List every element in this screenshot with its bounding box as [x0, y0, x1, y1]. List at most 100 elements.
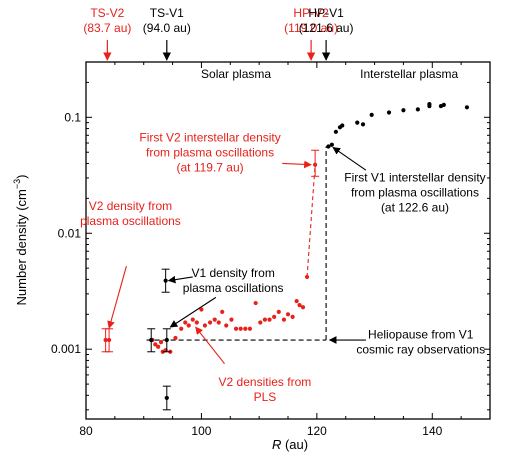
- annotation-line: First V2 interstellar density: [139, 130, 280, 144]
- data-point: [153, 342, 158, 347]
- data-point: [216, 320, 221, 325]
- data-point: [103, 337, 108, 343]
- annotation-line: plasma oscillations: [80, 214, 181, 228]
- annotation-line: (at 119.7 au): [177, 160, 244, 174]
- x-tick-label: 120: [307, 424, 327, 438]
- data-point: [186, 323, 191, 328]
- data-point: [156, 344, 161, 349]
- data-point: [333, 129, 339, 134]
- data-point: [355, 120, 360, 125]
- annotation-arrow: [332, 146, 367, 171]
- data-point: [304, 274, 310, 280]
- data-point: [258, 320, 263, 325]
- data-point: [300, 305, 306, 310]
- data-point: [243, 326, 248, 331]
- x-axis-label: R (au): [272, 437, 308, 452]
- annotation-text: V2 densities from PLS: [219, 375, 312, 404]
- data-point: [313, 162, 318, 167]
- annotation-line: V2 densities from: [219, 375, 312, 389]
- boundary-name: HP-V2: [293, 6, 329, 20]
- y-tick-label: 0.001: [51, 342, 81, 356]
- y-tick-label: 0.01: [58, 226, 82, 240]
- data-point: [164, 395, 169, 401]
- data-point: [190, 317, 195, 322]
- plot-frame: [85, 61, 491, 420]
- annotation-arrow: [167, 275, 193, 284]
- data-point: [329, 142, 334, 147]
- annotation-text: First V1 interstellar density from plasma…: [344, 170, 485, 214]
- region-label: Interstellar plasma: [360, 67, 458, 81]
- data-point: [229, 317, 234, 322]
- data-point: [340, 123, 345, 128]
- annotation-line: (at 122.6 au): [381, 200, 449, 214]
- data-point: [276, 309, 281, 314]
- data-point: [106, 337, 112, 343]
- data-point: [163, 278, 168, 283]
- annotation-line: from plasma oscillations: [351, 185, 479, 199]
- annotation-line: plasma oscillations: [183, 281, 284, 295]
- v2-jump-dashed-line: [306, 164, 316, 277]
- y-tick-label: 0.1: [64, 110, 81, 124]
- data-point: [285, 312, 291, 317]
- annotation-text: Heliopause from V1 cosmic ray observation…: [356, 327, 485, 356]
- y-axis-label: Number density (cm−3): [12, 175, 29, 306]
- data-point: [207, 320, 213, 325]
- chart-labels: 80 100 120 140 0.001 0.01 0.1 Solar plasma Inter…: [51, 6, 486, 438]
- annotation-text: V2 density from plasma oscillations: [80, 199, 181, 228]
- boundary-value: (121.6 au): [299, 21, 354, 35]
- chart-marks: [101, 40, 470, 411]
- boundary-value: (94.0 au): [143, 21, 191, 35]
- boundary-value: (119.0 au): [284, 21, 338, 35]
- x-tick-label: 140: [422, 424, 442, 438]
- y-axis-label-text: Number density (cm: [14, 189, 29, 305]
- y-axis-label-exponent: −3: [12, 179, 22, 189]
- data-point: [212, 317, 217, 322]
- data-point: [262, 317, 268, 322]
- data-point: [267, 317, 272, 322]
- boundary-value: (83.7 au): [83, 21, 131, 35]
- boundary-name: TS-V1: [150, 6, 184, 20]
- data-point: [441, 102, 446, 107]
- annotation-arrow: [107, 266, 127, 329]
- data-point: [297, 303, 302, 308]
- data-point: [149, 337, 154, 343]
- y-axis-label-close: ): [14, 175, 29, 179]
- annotation-line: First V1 interstellar density: [344, 170, 485, 184]
- data-point: [183, 320, 188, 325]
- data-point: [220, 309, 225, 314]
- data-point: [158, 340, 164, 345]
- boundary-name: TS-V2: [90, 6, 124, 20]
- data-point: [401, 108, 406, 113]
- data-point: [233, 326, 239, 331]
- annotation-arrow: [195, 326, 225, 365]
- annotation-line: Heliopause from V1: [368, 327, 474, 341]
- annotation-line: from plasma oscillations: [146, 145, 274, 159]
- data-point: [290, 314, 295, 319]
- data-point: [238, 326, 243, 331]
- data-point: [281, 317, 287, 322]
- annotation-arrow: [282, 160, 312, 169]
- annotation-line: V1 density from: [191, 266, 274, 280]
- boundary-name: HP-V1: [308, 6, 344, 20]
- data-point: [253, 300, 258, 306]
- data-point: [294, 298, 299, 304]
- x-tick-label: 80: [79, 424, 93, 438]
- annotation-line: cosmic ray observations: [356, 342, 485, 356]
- data-point: [386, 110, 392, 115]
- data-point: [199, 307, 204, 312]
- data-point: [360, 122, 366, 127]
- data-point: [247, 326, 253, 331]
- data-point: [464, 105, 470, 110]
- region-label: Solar plasma: [201, 67, 271, 81]
- annotation-text: First V2 interstellar density from plasma…: [139, 130, 280, 174]
- annotation-text: V1 density from plasma oscillations: [183, 266, 284, 295]
- x-tick-label: 100: [191, 424, 211, 438]
- data-point: [415, 107, 420, 112]
- data-point: [202, 323, 207, 328]
- x-axis-variable: R: [272, 437, 281, 452]
- axis-ticks: [85, 62, 491, 419]
- data-point: [326, 144, 331, 149]
- data-point: [179, 326, 184, 331]
- x-axis-unit: (au): [281, 437, 308, 452]
